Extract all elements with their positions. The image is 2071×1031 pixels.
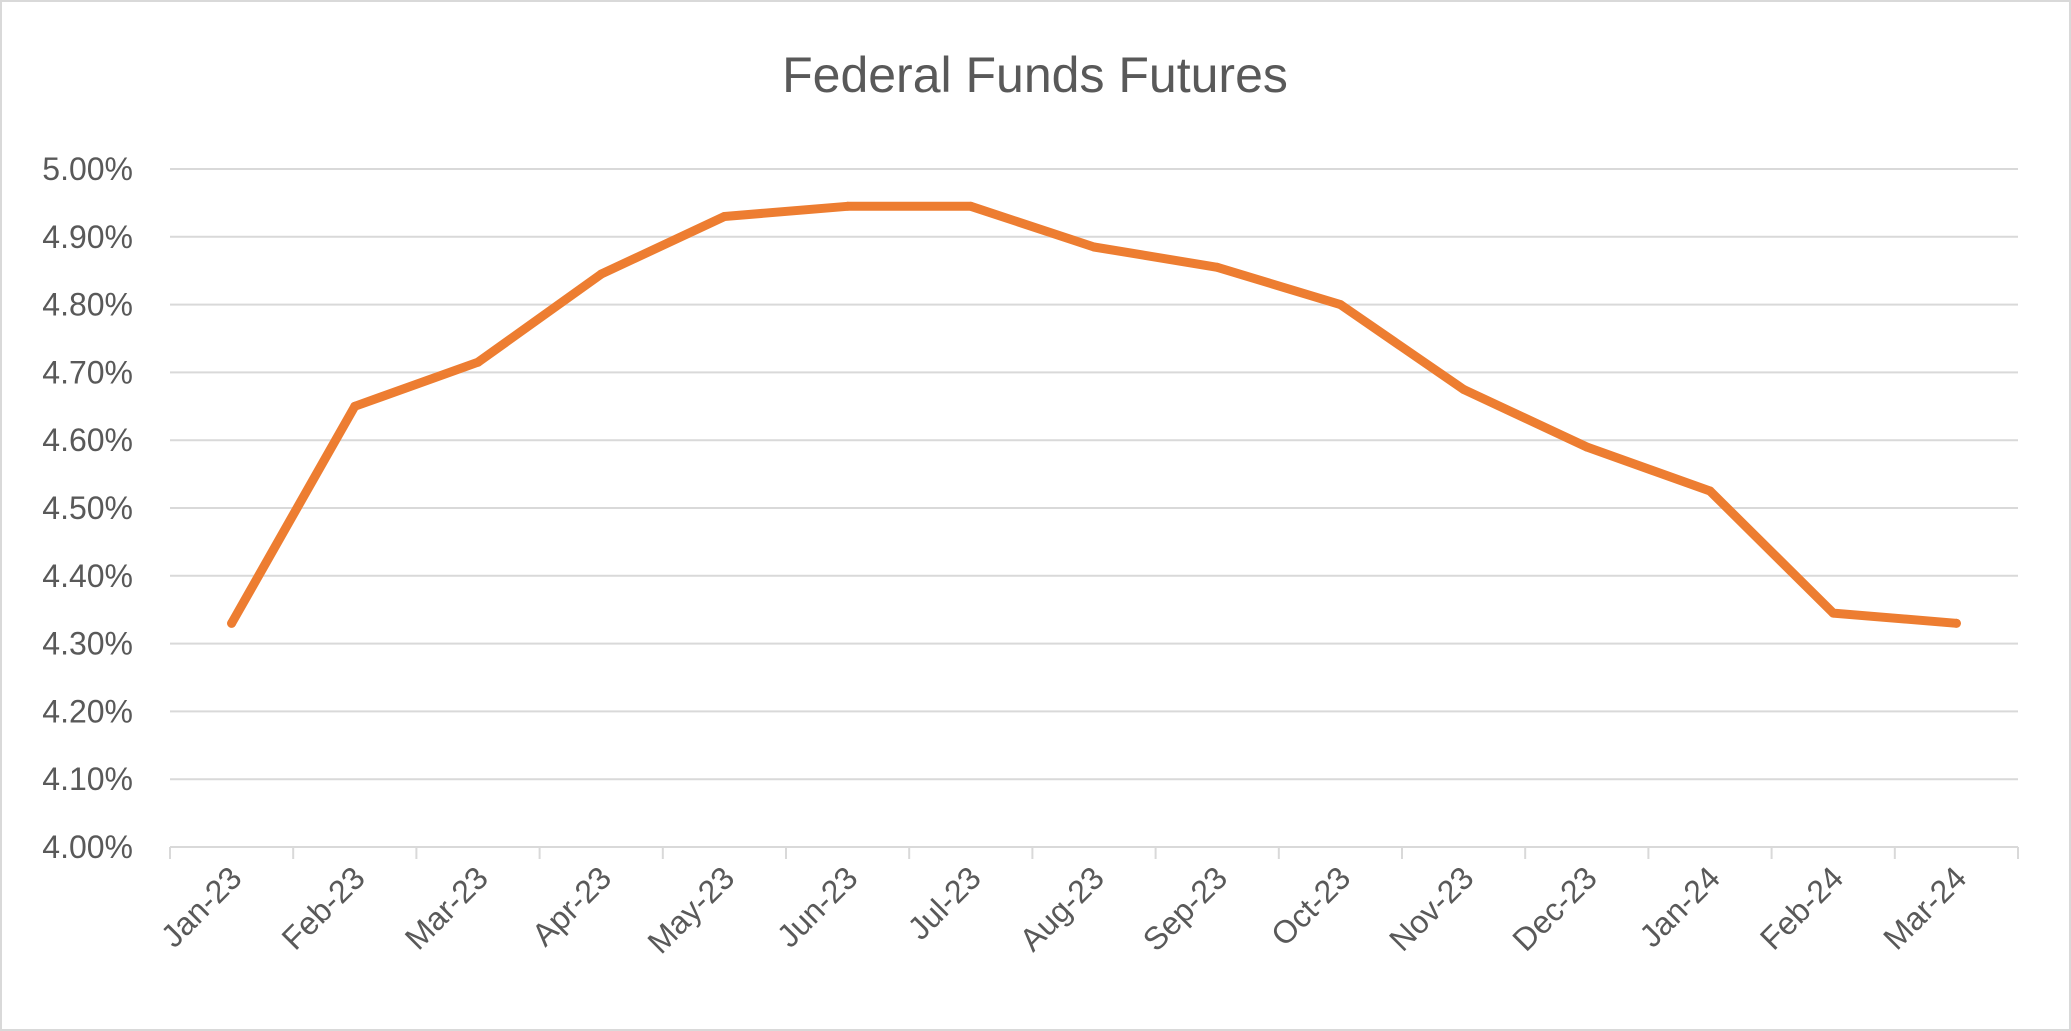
data-point [1089,242,1099,252]
y-tick-label: 4.30% [42,626,133,662]
y-tick-label: 5.00% [42,151,133,187]
x-tick-label: Mar-23 [398,859,495,956]
gridlines [170,168,2018,781]
y-tick-label: 4.80% [42,287,133,323]
x-tick-label: Oct-23 [1264,859,1357,952]
series [227,201,1961,628]
data-point [1828,608,1838,618]
x-axis [169,846,2019,859]
x-tick-label: Apr-23 [525,859,618,952]
x-tick-label: Jan-24 [1632,859,1727,954]
chart-title: Federal Funds Futures [782,47,1288,103]
data-point [966,201,976,211]
x-tick-label: Aug-23 [1013,859,1111,957]
data-point [843,201,853,211]
x-tick-label: May-23 [640,859,741,960]
y-tick-label: 4.10% [42,761,133,797]
y-tick-label: 4.00% [42,829,133,865]
data-point [1212,262,1222,272]
data-point [719,211,729,221]
y-tick-label: 4.40% [42,558,133,594]
x-tick-label: Mar-24 [1876,859,1973,956]
y-axis-ticks: 4.00% 4.10% 4.20% 4.30% 4.40% 4.50% 4.60% 4.70%… [42,151,133,865]
data-point [350,401,360,411]
x-tick-label: Feb-24 [1753,859,1850,956]
data-point [596,269,606,279]
data-point [1459,384,1469,394]
x-tick-label: Jun-23 [770,859,865,954]
x-tick-label: Nov-23 [1382,859,1480,957]
data-point [1705,486,1715,496]
data-point [1335,300,1345,310]
y-tick-label: 4.60% [42,422,133,458]
data-point [227,618,237,628]
y-tick-label: 4.20% [42,693,133,729]
y-tick-label: 4.90% [42,219,133,255]
data-point [1951,618,1961,628]
x-tick-label: Dec-23 [1505,859,1603,957]
x-tick-label: Feb-23 [275,859,372,956]
x-tick-label: Jan-23 [154,859,249,954]
x-axis-ticks: Jan-23 Feb-23 Mar-23 Apr-23 May-23 Jun-23 Jul-… [154,859,1973,960]
data-point [1582,442,1592,452]
y-tick-label: 4.70% [42,354,133,390]
data-point [473,357,483,367]
series-line [227,201,1961,628]
x-tick-label: Sep-23 [1136,859,1234,957]
x-tick-label: Jul-23 [901,859,988,946]
y-tick-label: 4.50% [42,490,133,526]
